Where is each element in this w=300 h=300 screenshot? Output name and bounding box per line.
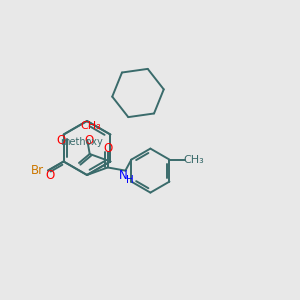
Text: methoxy: methoxy <box>60 137 103 147</box>
Text: O: O <box>56 134 65 147</box>
Text: O: O <box>85 134 94 147</box>
Text: Br: Br <box>31 164 44 177</box>
Text: N: N <box>119 169 128 182</box>
Text: CH₃: CH₃ <box>183 154 204 165</box>
Text: CH₃: CH₃ <box>80 122 101 131</box>
Text: H: H <box>125 175 133 184</box>
Text: O: O <box>45 169 55 182</box>
Text: O: O <box>103 142 112 155</box>
